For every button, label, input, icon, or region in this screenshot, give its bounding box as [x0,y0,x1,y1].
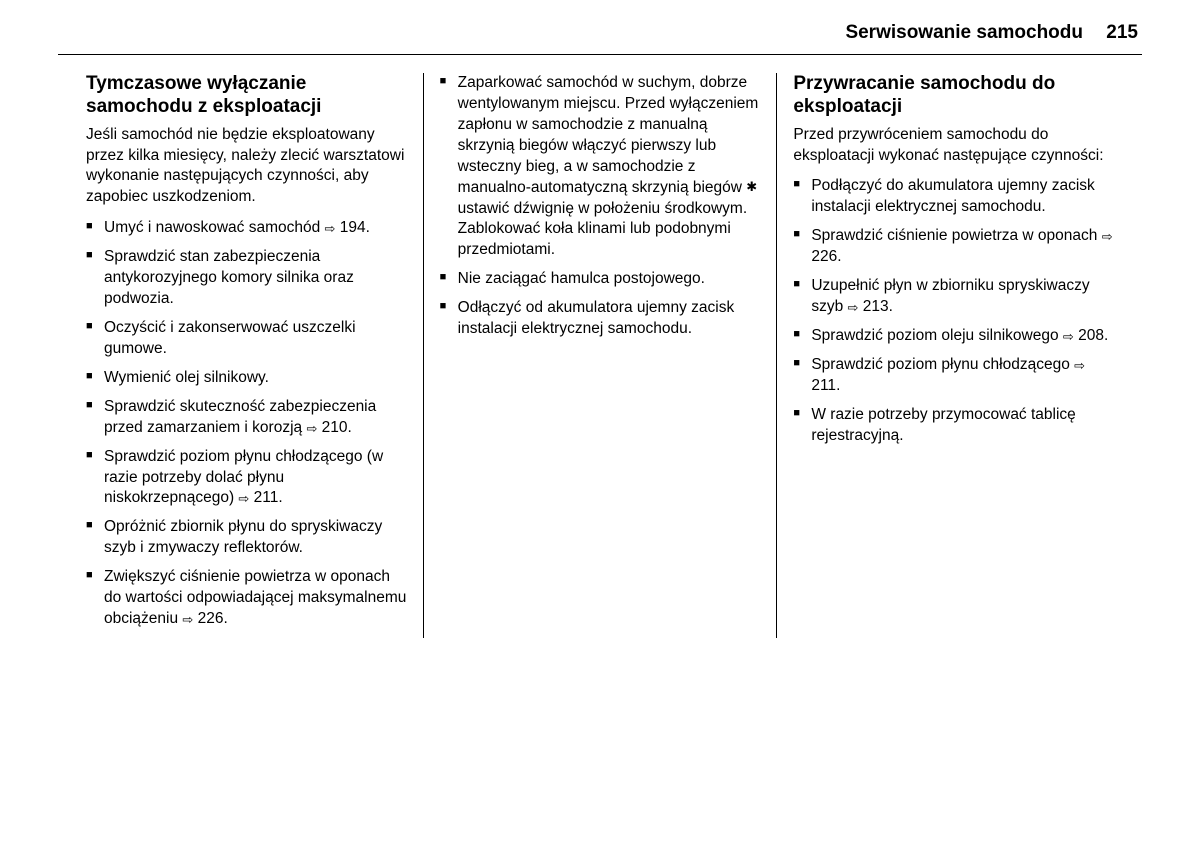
item-text: . [224,610,228,627]
list-item: Uzupełnić płyn w zbiorniku spryskiwaczy … [793,276,1114,318]
reference-arrow-icon: ⇨ [1102,228,1113,246]
page-number: 215 [1106,22,1138,43]
item-text: Zaparkować samochód w suchym, dobrze wen… [458,74,759,196]
col3-list: Podłączyć do akumulatora ujemny zacisk i… [793,176,1114,446]
item-text: Umyć i nawoskować samochód [104,219,325,236]
column-2: Zaparkować samochód w suchym, dobrze wen… [423,73,777,638]
item-text: . [348,419,352,436]
list-item: Oczyścić i zakonserwować uszczelki gumow… [86,318,407,360]
page-ref: 194 [340,219,366,236]
col1-title: Tymczasowe wyłączanie samochodu z eksplo… [86,73,407,119]
reference-arrow-icon: ⇨ [1074,357,1085,375]
page-ref: 213 [863,298,889,315]
reference-arrow-icon: ⇨ [182,611,193,629]
item-text: . [1104,327,1108,344]
list-item: Sprawdzić poziom płynu chłodzącego ⇨ 211… [793,355,1114,397]
page-ref: 226 [198,610,224,627]
list-item: Sprawdzić poziom oleju silnikowego ⇨ 208… [793,326,1114,347]
list-item: Nie zaciągać hamulca postojowego. [440,269,761,290]
list-item: Sprawdzić stan zabezpieczenia antykorozy… [86,247,407,310]
reference-arrow-icon: ⇨ [1063,328,1074,346]
header-section-title: Serwisowanie samochodu [845,22,1083,43]
item-text: Zwiększyć ciśnienie powietrza w oponach … [104,568,406,627]
list-item: Odłączyć od akumulatora ujemny zacisk in… [440,298,761,340]
content-columns: Tymczasowe wyłączanie samochodu z eksplo… [58,73,1142,638]
manual-page: Serwisowanie samochodu 215 Tymczasowe wy… [0,0,1200,847]
page-ref: 226 [811,248,837,265]
page-header: Serwisowanie samochodu 215 [58,22,1142,54]
item-text: . [837,248,841,265]
reference-arrow-icon: ⇨ [238,490,249,508]
list-item: Zwiększyć ciśnienie powietrza w oponach … [86,567,407,630]
list-item: Sprawdzić poziom płynu chłodzącego (w ra… [86,447,407,510]
column-3: Przywracanie samochodu do eksploatacji P… [776,73,1130,638]
page-ref: 208 [1078,327,1104,344]
item-text: . [278,489,282,506]
item-text: ustawić dźwignię w położeniu środkowym. … [458,200,747,259]
list-item: Wymienić olej silnikowy. [86,368,407,389]
page-ref: 211 [254,489,279,506]
col2-list: Zaparkować samochód w suchym, dobrze wen… [440,73,761,340]
page-ref: 211 [811,377,836,394]
header-rule [58,54,1142,55]
item-text: Sprawdzić poziom płynu chłodzącego [811,356,1074,373]
col1-intro: Jeśli samochód nie będzie eksploatowany … [86,125,407,209]
item-text: Sprawdzić ciśnienie powietrza w oponach [811,227,1101,244]
column-1: Tymczasowe wyłączanie samochodu z eksplo… [70,73,423,638]
page-ref: 210 [322,419,348,436]
reference-arrow-icon: ⇨ [848,299,859,317]
col3-title: Przywracanie samochodu do eksploatacji [793,73,1114,119]
col1-list: Umyć i nawoskować samochód ⇨ 194. Sprawd… [86,218,407,630]
list-item: Podłączyć do akumulatora ujemny zacisk i… [793,176,1114,218]
list-item: Opróżnić zbiornik płynu do spryskiwaczy … [86,517,407,559]
list-item: Sprawdzić ciśnienie powietrza w oponach … [793,226,1114,268]
list-item: Umyć i nawoskować samochód ⇨ 194. [86,218,407,239]
item-text: . [836,377,840,394]
list-item: W razie potrzeby przymocować tablicę rej… [793,405,1114,447]
col3-intro: Przed przywróceniem samochodu do eksploa… [793,125,1114,167]
list-item: Zaparkować samochód w suchym, dobrze wen… [440,73,761,261]
snowflake-icon: ✱ [746,178,757,196]
list-item: Sprawdzić skuteczność zabezpieczenia prz… [86,397,407,439]
item-text: . [366,219,370,236]
item-text: Sprawdzić poziom oleju silnikowego [811,327,1063,344]
reference-arrow-icon: ⇨ [306,420,317,438]
item-text: . [889,298,893,315]
reference-arrow-icon: ⇨ [325,220,336,238]
